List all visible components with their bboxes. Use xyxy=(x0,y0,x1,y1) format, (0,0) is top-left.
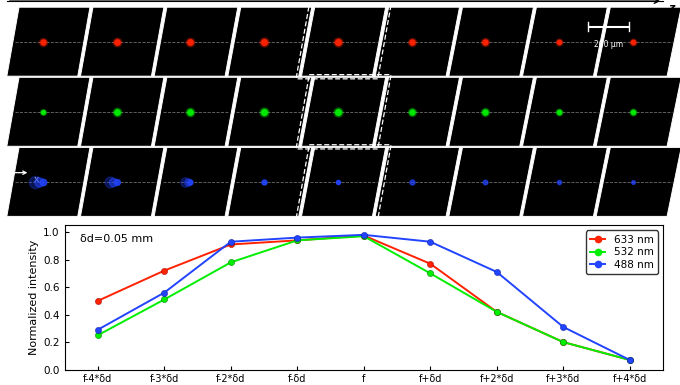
Point xyxy=(185,38,196,45)
Polygon shape xyxy=(375,7,460,76)
Point xyxy=(37,179,48,185)
Point xyxy=(554,38,564,45)
Polygon shape xyxy=(596,7,680,76)
Point xyxy=(258,109,269,115)
Polygon shape xyxy=(228,77,311,146)
Point xyxy=(258,109,269,115)
Point xyxy=(182,179,193,185)
Point xyxy=(554,38,564,45)
Polygon shape xyxy=(449,147,533,216)
Point xyxy=(333,109,343,115)
Point xyxy=(111,38,122,45)
Point xyxy=(185,179,196,185)
Point xyxy=(406,179,417,185)
Point xyxy=(33,179,44,185)
Polygon shape xyxy=(154,77,238,146)
Polygon shape xyxy=(154,147,238,216)
Point xyxy=(185,38,196,45)
Point xyxy=(111,109,122,115)
Polygon shape xyxy=(228,7,311,76)
Point xyxy=(105,179,116,185)
Point xyxy=(333,109,343,115)
Point xyxy=(628,38,639,45)
Polygon shape xyxy=(301,147,386,216)
Point xyxy=(111,179,122,185)
Polygon shape xyxy=(7,7,90,76)
Point xyxy=(554,109,564,115)
Text: x: x xyxy=(33,175,39,184)
Polygon shape xyxy=(449,7,533,76)
Point xyxy=(406,38,417,45)
Point xyxy=(37,38,48,45)
Text: 200 μm: 200 μm xyxy=(594,40,623,49)
Point xyxy=(406,109,417,115)
Point xyxy=(37,38,48,45)
Y-axis label: Normalized intensity: Normalized intensity xyxy=(29,240,39,355)
Polygon shape xyxy=(522,147,607,216)
Point xyxy=(628,38,639,45)
Point xyxy=(111,38,122,45)
Point xyxy=(406,38,417,45)
Point xyxy=(258,38,269,45)
Legend: 633 nm, 532 nm, 488 nm: 633 nm, 532 nm, 488 nm xyxy=(585,231,658,274)
Polygon shape xyxy=(375,147,460,216)
Point xyxy=(108,179,119,185)
Point xyxy=(628,109,639,115)
Polygon shape xyxy=(228,147,311,216)
Polygon shape xyxy=(522,77,607,146)
Point xyxy=(29,179,40,185)
Polygon shape xyxy=(301,7,386,76)
Point xyxy=(185,109,196,115)
Polygon shape xyxy=(375,77,460,146)
Point xyxy=(480,38,491,45)
Point xyxy=(480,179,491,185)
Polygon shape xyxy=(80,77,164,146)
Point xyxy=(258,38,269,45)
Polygon shape xyxy=(154,7,238,76)
Point xyxy=(480,38,491,45)
Point xyxy=(628,179,639,185)
Text: y: y xyxy=(1,156,7,165)
Point xyxy=(37,109,48,115)
Point xyxy=(333,38,343,45)
Polygon shape xyxy=(596,77,680,146)
Point xyxy=(333,179,343,185)
Point xyxy=(185,109,196,115)
Point xyxy=(554,179,564,185)
Polygon shape xyxy=(7,77,90,146)
Point xyxy=(180,179,191,185)
Text: δd=0.05 mm: δd=0.05 mm xyxy=(80,234,153,244)
Point xyxy=(480,109,491,115)
Polygon shape xyxy=(80,147,164,216)
Polygon shape xyxy=(522,7,607,76)
Point xyxy=(406,109,417,115)
Polygon shape xyxy=(449,77,533,146)
Point xyxy=(111,109,122,115)
Polygon shape xyxy=(80,7,164,76)
Polygon shape xyxy=(596,147,680,216)
Polygon shape xyxy=(7,147,90,216)
Point xyxy=(37,109,48,115)
Polygon shape xyxy=(301,77,386,146)
Point xyxy=(333,38,343,45)
Point xyxy=(628,109,639,115)
Point xyxy=(258,179,269,185)
Point xyxy=(480,109,491,115)
Text: z: z xyxy=(668,3,675,13)
Point xyxy=(554,109,564,115)
